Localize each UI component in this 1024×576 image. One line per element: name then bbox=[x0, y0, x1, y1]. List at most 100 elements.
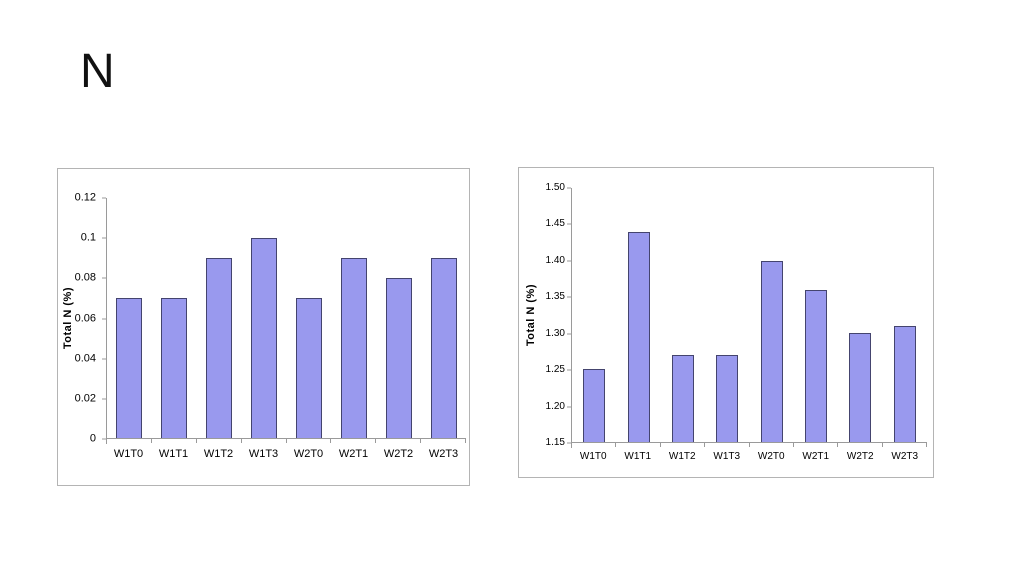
y-axis-tick-mark bbox=[102, 197, 106, 199]
y-axis-tick-label: 1.20 bbox=[545, 400, 565, 412]
bar-slot bbox=[242, 198, 287, 438]
bar-slot bbox=[287, 198, 332, 438]
bar-W2T2 bbox=[849, 333, 872, 442]
y-axis-tick-label: 1.35 bbox=[545, 291, 565, 303]
y-axis-tick-label: 0.02 bbox=[74, 392, 96, 405]
y-axis-tick-label: 0.04 bbox=[74, 352, 96, 365]
right-chart-plot-area bbox=[571, 188, 927, 443]
y-axis-tick-mark bbox=[567, 187, 571, 189]
y-axis-tick-label: 1.50 bbox=[545, 182, 565, 193]
x-axis-category-label: W1T3 bbox=[713, 451, 741, 462]
y-axis-tick-label: 0.12 bbox=[74, 191, 96, 204]
y-axis-tick-mark bbox=[567, 260, 571, 262]
bar-W1T2 bbox=[206, 258, 233, 438]
bar-W1T1 bbox=[161, 298, 188, 438]
y-axis-tick-mark bbox=[567, 223, 571, 225]
y-axis-tick-mark bbox=[102, 237, 106, 239]
y-axis-tick-mark bbox=[567, 442, 571, 444]
x-axis-tick-mark bbox=[331, 439, 377, 443]
x-axis-tick-mark bbox=[705, 443, 750, 447]
y-axis-tick-label: 0.1 bbox=[80, 231, 96, 244]
x-axis-tick-mark bbox=[883, 443, 927, 447]
bar-slot bbox=[661, 188, 705, 442]
y-axis-tick-mark bbox=[102, 318, 106, 319]
left-chart-bars bbox=[107, 198, 466, 438]
left-bar-chart: Total N (%) 0 0.02 0.04 0.06 0.08 0.1 0.12 W1T… bbox=[57, 168, 470, 486]
y-axis-tick-mark bbox=[102, 277, 106, 279]
x-axis-category-label: W2T0 bbox=[757, 451, 785, 462]
x-axis-tick-mark bbox=[152, 439, 197, 443]
bar-W2T0 bbox=[295, 298, 322, 438]
bar-slot bbox=[152, 198, 197, 438]
x-axis-tick-mark bbox=[616, 443, 661, 447]
y-axis-tick-label: 0.06 bbox=[74, 312, 96, 324]
x-axis-tick-mark bbox=[421, 439, 466, 443]
bar-W1T0 bbox=[116, 298, 143, 438]
y-axis-tick-label: 1.15 bbox=[545, 437, 565, 448]
bar-slot bbox=[838, 188, 882, 442]
bar-slot bbox=[572, 188, 616, 442]
y-axis-tick-mark bbox=[567, 369, 571, 371]
bar-slot bbox=[421, 198, 466, 438]
y-axis-tick-mark bbox=[567, 406, 571, 408]
left-chart-x-axis-ticks bbox=[106, 439, 466, 444]
bar-slot bbox=[883, 188, 927, 442]
y-axis-tick-mark bbox=[567, 296, 571, 298]
bar-slot bbox=[197, 198, 242, 438]
right-bar-chart: Total N (%) 1.15 1.20 1.25 1.30 1.35 1.40 1.45… bbox=[518, 167, 934, 478]
y-axis-tick-label: 1.30 bbox=[545, 327, 565, 339]
x-axis-category-label: W1T0 bbox=[579, 451, 607, 462]
x-axis-tick-mark bbox=[107, 439, 152, 443]
bar-W1T3 bbox=[251, 238, 278, 438]
bar-slot bbox=[794, 188, 838, 442]
left-chart-x-axis-labels: W1T0 W1T1 W1T2 W1T3 W2T0 W2T1 W2T2 W2T3 bbox=[106, 449, 466, 460]
x-axis-category-label: W2T2 bbox=[383, 448, 414, 460]
bar-W2T3 bbox=[893, 325, 916, 442]
x-axis-category-label: W1T0 bbox=[113, 448, 144, 460]
bar-slot bbox=[331, 198, 376, 438]
right-chart-bars bbox=[572, 188, 927, 442]
left-chart-y-axis-ticks bbox=[102, 197, 106, 440]
bar-slot bbox=[705, 188, 749, 442]
x-axis-category-label: W1T1 bbox=[624, 451, 652, 462]
y-axis-tick-label: 0 bbox=[89, 432, 96, 445]
y-axis-tick-mark bbox=[102, 358, 106, 360]
bar-W2T2 bbox=[385, 278, 412, 438]
y-axis-tick-label: 0.08 bbox=[74, 271, 96, 284]
x-axis-category-label: W2T0 bbox=[293, 448, 324, 460]
x-axis-category-label: W1T1 bbox=[158, 448, 189, 460]
bar-W1T0 bbox=[583, 369, 606, 442]
y-axis-tick-label: 1.45 bbox=[545, 218, 565, 230]
right-chart-x-axis-labels: W1T0 W1T1 W1T2 W1T3 W2T0 W2T1 W2T2 W2T3 bbox=[571, 452, 927, 462]
y-axis-tick-label: 1.40 bbox=[545, 254, 565, 266]
x-axis-tick-mark bbox=[661, 443, 706, 447]
bar-slot bbox=[107, 198, 152, 438]
left-chart-plot-area bbox=[106, 198, 466, 439]
x-axis-tick-mark bbox=[838, 443, 883, 447]
x-axis-tick-mark bbox=[376, 439, 422, 443]
bar-W1T2 bbox=[671, 354, 694, 442]
bar-slot bbox=[750, 188, 794, 442]
y-axis-tick-mark bbox=[102, 398, 106, 400]
x-axis-tick-mark bbox=[750, 443, 794, 447]
left-chart-y-axis-labels: 0 0.02 0.04 0.06 0.08 0.1 0.12 bbox=[58, 192, 102, 444]
x-axis-category-label: W2T3 bbox=[891, 451, 919, 462]
x-axis-tick-mark bbox=[242, 439, 287, 443]
x-axis-tick-mark bbox=[197, 439, 242, 443]
x-axis-category-label: W2T1 bbox=[338, 448, 369, 460]
bar-W2T1 bbox=[805, 289, 828, 442]
x-axis-category-label: W1T2 bbox=[668, 451, 696, 462]
bar-W1T1 bbox=[627, 231, 650, 442]
bar-W2T0 bbox=[760, 260, 783, 442]
bar-W2T3 bbox=[430, 258, 457, 438]
bar-slot bbox=[376, 198, 421, 438]
x-axis-tick-mark bbox=[794, 443, 839, 447]
right-chart-x-axis-ticks bbox=[571, 443, 927, 448]
right-chart-y-axis-ticks bbox=[567, 187, 571, 444]
slide-title: N bbox=[80, 45, 115, 98]
bar-slot bbox=[616, 188, 660, 442]
x-axis-tick-mark bbox=[572, 443, 617, 447]
x-axis-category-label: W2T2 bbox=[846, 451, 874, 462]
y-axis-tick-mark bbox=[102, 438, 106, 440]
